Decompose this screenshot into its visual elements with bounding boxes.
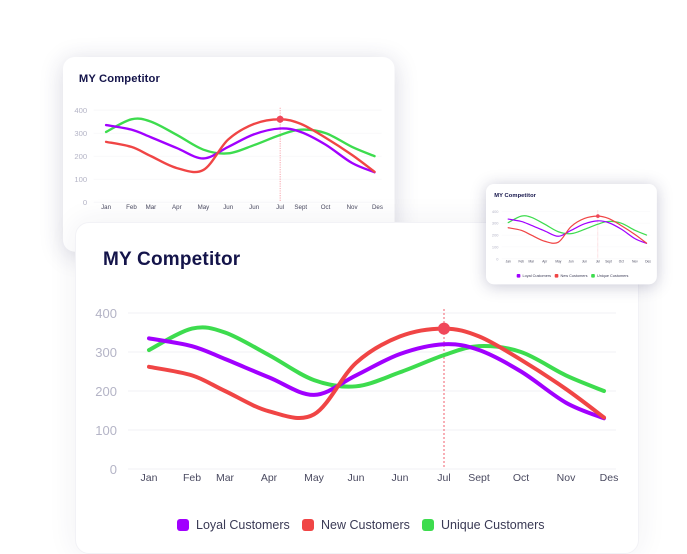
y-tick-label: 100 [74, 175, 87, 184]
x-tick-label: Jun [582, 259, 587, 263]
x-tick-label: Nov [632, 259, 638, 263]
x-tick-label: Des [600, 472, 619, 484]
y-tick-label: 0 [110, 462, 117, 477]
x-tick-label: Mar [529, 259, 535, 263]
chart-title: MY Competitor [103, 249, 241, 270]
x-tick-label: Jan [101, 204, 112, 211]
y-tick-label: 100 [492, 244, 499, 249]
legend-swatch [302, 519, 314, 531]
legend-item-loyal[interactable]: Loyal Customers [516, 273, 551, 278]
x-tick-label: Feb [519, 259, 525, 263]
legend-swatch [554, 273, 559, 278]
x-tick-label: Jun [249, 204, 260, 211]
x-tick-label: Jun [569, 259, 574, 263]
y-tick-label: 200 [95, 384, 117, 399]
legend-label: Loyal Customers [196, 518, 290, 532]
legend-item-unique[interactable]: Unique Customers [591, 274, 628, 278]
line-chart: 0 100 200 300 400 Jan Feb Mar Apr May Jun Jun Jul Sep… [492, 209, 651, 264]
x-tick-label: Jul [276, 204, 284, 211]
legend-swatch [516, 273, 521, 278]
chart-title: MY Competitor [494, 191, 536, 199]
x-tick-label: Jun [392, 472, 409, 484]
series-line-loyal-customers [104, 123, 376, 174]
series-line-unique-customers [507, 215, 648, 236]
x-tick-label: Mar [146, 204, 157, 211]
x-tick-label: Jul [437, 472, 450, 484]
x-tick-label: Sept [468, 472, 490, 484]
y-tick-label: 300 [492, 221, 499, 226]
x-tick-label: Oct [321, 204, 331, 211]
x-tick-label: May [555, 259, 561, 263]
legend: Loyal Customers New Customers Unique Cus… [76, 518, 638, 538]
series-line-new-customers [104, 118, 376, 174]
legend-label: New Customers [560, 273, 588, 278]
competitor-card-small: MY Competitor 0 100 200 300 400 Jan Feb Mar Apr M… [486, 184, 657, 285]
x-tick-label: Sept [294, 204, 307, 211]
series-line-unique-customers [147, 325, 606, 393]
x-tick-label: Apr [172, 204, 182, 211]
x-tick-label: Jun [223, 204, 234, 211]
x-tick-label: Mar [216, 472, 235, 484]
series-line-new-customers [507, 215, 648, 244]
legend-item-loyal[interactable]: Loyal Customers [177, 518, 290, 532]
y-tick-label: 300 [95, 345, 117, 360]
y-tick-label: 100 [95, 423, 117, 438]
legend: Loyal Customers New Customers Unique Cus… [486, 274, 657, 280]
x-tick-label: Apr [542, 259, 548, 263]
legend-item-unique[interactable]: Unique Customers [422, 518, 545, 532]
x-tick-label: Jan [141, 472, 158, 484]
series-line-loyal-customers [507, 218, 648, 244]
x-tick-label: Jan [506, 259, 511, 263]
x-tick-label: Nov [557, 472, 576, 484]
series-line-new-customers [147, 326, 606, 420]
x-tick-label: May [304, 472, 325, 484]
x-tick-label: May [198, 204, 211, 211]
y-tick-label: 200 [492, 233, 499, 238]
legend-label: Loyal Customers [522, 273, 551, 278]
y-tick-label: 400 [95, 306, 117, 321]
legend-item-new[interactable]: New Customers [302, 518, 410, 532]
line-chart: 0 100 200 300 400 Jan Feb Mar Apr May Jun Jun Jul Sep… [95, 306, 619, 484]
x-tick-label: Des [645, 259, 651, 263]
y-tick-label: 400 [492, 209, 499, 214]
series-line-loyal-customers [147, 336, 606, 421]
x-tick-label: Nov [347, 204, 359, 211]
legend-swatch [177, 519, 189, 531]
x-tick-label: Jun [348, 472, 365, 484]
highlight-marker [276, 115, 284, 123]
highlight-marker [596, 214, 600, 218]
legend-label: New Customers [321, 518, 410, 532]
legend-item-new[interactable]: New Customers [554, 273, 588, 278]
x-tick-label: Feb [126, 204, 137, 211]
legend-swatch [422, 519, 434, 531]
x-tick-label: Jul [596, 259, 600, 263]
y-tick-label: 300 [74, 129, 87, 138]
legend-label: Unique Customers [596, 273, 629, 278]
y-tick-label: 400 [74, 106, 87, 115]
x-tick-label: Oct [619, 259, 624, 263]
x-tick-label: Apr [261, 472, 278, 484]
x-tick-label: Des [372, 204, 383, 211]
x-tick-label: Feb [183, 472, 201, 484]
chart-title: MY Competitor [78, 72, 160, 85]
legend-label: Unique Customers [441, 518, 545, 532]
x-tick-label: Oct [513, 472, 529, 484]
y-tick-label: 0 [83, 198, 87, 207]
line-chart: 0 100 200 300 400 Jan Feb Mar Apr May Jun Jun Jul Sep… [74, 106, 383, 211]
x-tick-label: Sept [605, 259, 612, 263]
y-tick-label: 0 [496, 256, 499, 261]
legend-swatch [591, 273, 595, 278]
y-tick-label: 200 [74, 152, 87, 161]
highlight-marker [438, 322, 450, 335]
series-line-unique-customers [104, 117, 376, 158]
